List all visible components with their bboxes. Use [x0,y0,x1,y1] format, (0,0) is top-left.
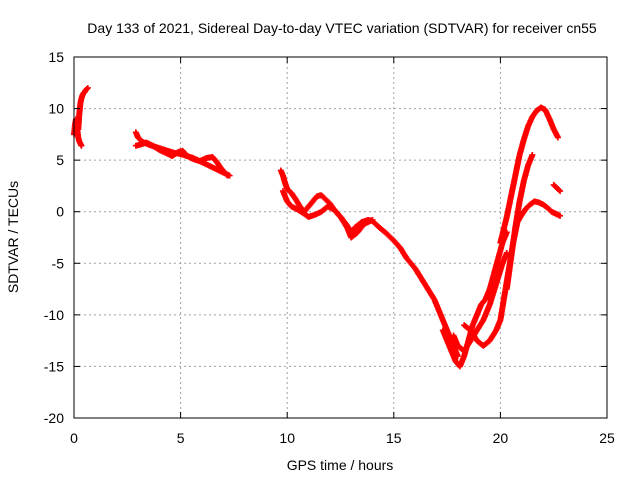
data-point [369,216,376,223]
series-arc11 [503,151,536,293]
data-point [83,85,90,92]
data-point [557,188,564,195]
data-point [556,187,563,194]
x-tick-label: 25 [599,430,615,446]
y-tick-label: -15 [44,358,64,374]
data-point [78,142,85,149]
x-tick-label: 5 [177,430,185,446]
y-tick-label: -5 [52,255,65,271]
y-tick-label: -10 [44,307,64,323]
chart-title: Day 133 of 2021, Sidereal Day-to-day VTE… [87,20,597,36]
axis-ticks: 0 5 10 15 20 25 -20 -15 -10 -5 0 5 10 15 [44,49,615,446]
y-tick-label: 10 [48,101,64,117]
series-arc2 [75,84,91,133]
data-point [84,84,91,91]
data-point [554,134,561,141]
series-arc12 [550,181,564,195]
y-tick-label: 0 [56,204,64,220]
x-tick-label: 10 [279,430,295,446]
x-axis-label: GPS time / hours [287,457,394,473]
data-point [223,171,230,178]
plot-frame [73,56,608,419]
x-tick-label: 15 [386,430,402,446]
x-tick-label: 0 [70,430,78,446]
data-point [529,151,536,158]
series-arc4 [132,139,231,179]
y-tick-label: -20 [44,410,64,426]
data-points [71,84,564,370]
x-tick-label: 20 [493,430,509,446]
data-point [224,172,231,179]
grid [74,57,607,418]
y-axis-label: SDTVAR / TECUs [5,181,21,293]
series-arc6 [279,188,376,241]
data-point [557,212,564,219]
series-arc10 [497,104,561,246]
y-tick-label: 5 [56,152,64,168]
series-arc7 [439,229,510,370]
y-tick-label: 15 [48,49,64,65]
series-arc8 [450,249,510,354]
